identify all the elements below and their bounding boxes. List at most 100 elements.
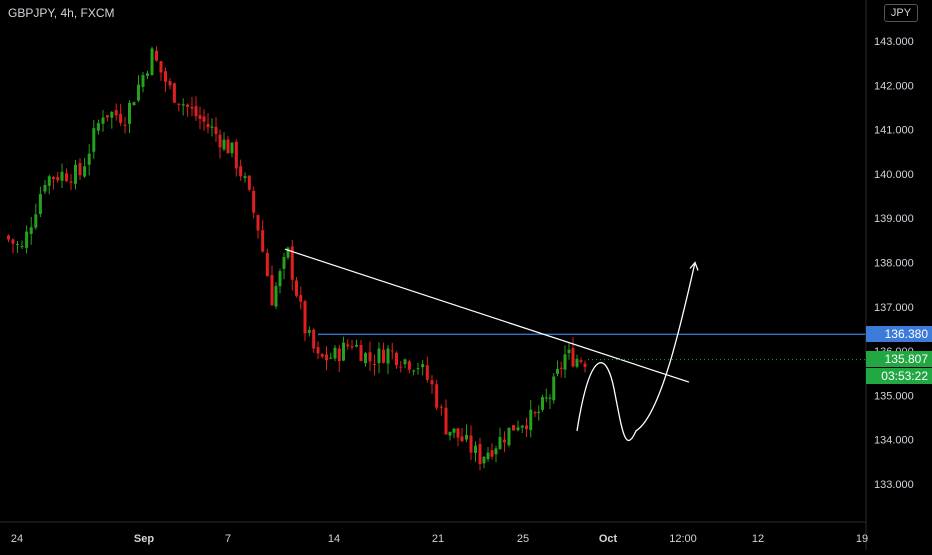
candles-layer bbox=[7, 46, 587, 471]
candle-up bbox=[132, 102, 136, 106]
candle-up bbox=[43, 184, 47, 192]
currency-badge[interactable]: JPY bbox=[884, 4, 918, 22]
price-tick-label: 133.000 bbox=[874, 479, 914, 491]
candle-down bbox=[168, 81, 172, 86]
candle-down bbox=[460, 436, 464, 442]
candle-down bbox=[312, 329, 316, 349]
candle-down bbox=[478, 444, 482, 464]
candle-up bbox=[286, 247, 290, 258]
projection-arrow[interactable] bbox=[576, 262, 696, 441]
price-tick-label: 143.000 bbox=[874, 36, 914, 48]
candle-down bbox=[559, 367, 563, 369]
candle-up bbox=[342, 342, 345, 361]
candle-up bbox=[529, 409, 533, 431]
candle-down bbox=[316, 347, 320, 354]
candle-down bbox=[303, 301, 307, 334]
time-tick-label: Oct bbox=[599, 533, 618, 545]
candle-down bbox=[78, 163, 82, 176]
candle-up bbox=[87, 153, 91, 165]
candle-up bbox=[20, 246, 24, 248]
candle-up bbox=[494, 448, 498, 455]
time-tick-label: 14 bbox=[328, 533, 340, 545]
candle-up bbox=[520, 425, 524, 428]
candle-down bbox=[390, 350, 394, 352]
candle-down bbox=[299, 295, 303, 302]
candle-down bbox=[177, 103, 181, 105]
candle-down bbox=[583, 363, 587, 367]
time-tick-label: 12 bbox=[752, 533, 764, 545]
candle-up bbox=[548, 397, 552, 399]
candle-down bbox=[382, 349, 385, 363]
candle-down bbox=[256, 215, 260, 231]
candle-down bbox=[435, 384, 439, 408]
candle-up bbox=[38, 194, 42, 214]
candle-down bbox=[247, 175, 251, 190]
candle-down bbox=[226, 139, 230, 154]
candle-down bbox=[399, 366, 403, 368]
candle-up bbox=[141, 75, 145, 87]
candle-up bbox=[101, 117, 105, 124]
candle-down bbox=[69, 181, 73, 183]
candle-down bbox=[533, 412, 537, 414]
candle-up bbox=[575, 358, 579, 367]
time-tick-label: 21 bbox=[432, 533, 444, 545]
candle-down bbox=[172, 83, 176, 103]
candle-down bbox=[325, 354, 328, 361]
candle-up bbox=[563, 354, 567, 370]
candle-down bbox=[218, 134, 222, 148]
time-axis[interactable]: 24 Sep 7 14 21 25 Oct 12:00 12 19 bbox=[11, 533, 868, 545]
candle-up bbox=[243, 176, 247, 179]
horizontal-line-price-tag: 136.380 bbox=[866, 326, 932, 342]
candle-up bbox=[110, 111, 114, 118]
price-axis[interactable]: 143.000 142.000 141.000 140.000 139.000 138.0… bbox=[874, 36, 914, 491]
candle-down bbox=[190, 106, 194, 109]
candle-up bbox=[355, 344, 358, 347]
candle-down bbox=[407, 361, 411, 370]
candle-down bbox=[194, 106, 198, 117]
candle-up bbox=[146, 73, 149, 76]
time-tick-label: Sep bbox=[134, 533, 154, 545]
candle-down bbox=[164, 71, 167, 82]
candle-up bbox=[416, 368, 420, 370]
candle-down bbox=[359, 345, 363, 362]
trendline[interactable] bbox=[284, 248, 690, 383]
candle-up bbox=[474, 445, 477, 453]
candle-down bbox=[444, 407, 448, 435]
candle-up bbox=[29, 227, 33, 234]
candle-up bbox=[541, 397, 544, 410]
candle-up bbox=[486, 452, 490, 460]
candle-up bbox=[92, 128, 96, 152]
candle-up bbox=[222, 139, 226, 150]
candle-up bbox=[96, 123, 100, 131]
candle-down bbox=[123, 124, 127, 126]
candle-up bbox=[16, 244, 19, 246]
candle-down bbox=[234, 141, 238, 169]
candle-up bbox=[333, 347, 337, 359]
candle-up bbox=[556, 368, 559, 374]
candle-down bbox=[439, 406, 443, 408]
candle-down bbox=[159, 61, 163, 73]
candle-down bbox=[202, 116, 206, 122]
candle-down bbox=[571, 348, 575, 367]
candle-down bbox=[270, 274, 274, 306]
candle-down bbox=[265, 253, 269, 277]
candle-down bbox=[56, 177, 60, 181]
candle-down bbox=[52, 177, 55, 180]
candle-up bbox=[83, 166, 87, 177]
candle-up bbox=[567, 349, 571, 353]
candle-down bbox=[337, 348, 341, 362]
candle-up bbox=[181, 104, 185, 106]
candle-down bbox=[252, 190, 256, 213]
candle-up bbox=[329, 357, 333, 359]
candle-up bbox=[60, 171, 64, 181]
time-tick-label: 7 bbox=[225, 533, 231, 545]
candle-up bbox=[210, 126, 214, 128]
candle-down bbox=[525, 425, 528, 430]
candle-up bbox=[537, 411, 541, 413]
candle-up bbox=[377, 348, 381, 364]
candle-down bbox=[490, 450, 494, 457]
candle-up bbox=[465, 434, 468, 440]
candle-down bbox=[350, 346, 354, 348]
